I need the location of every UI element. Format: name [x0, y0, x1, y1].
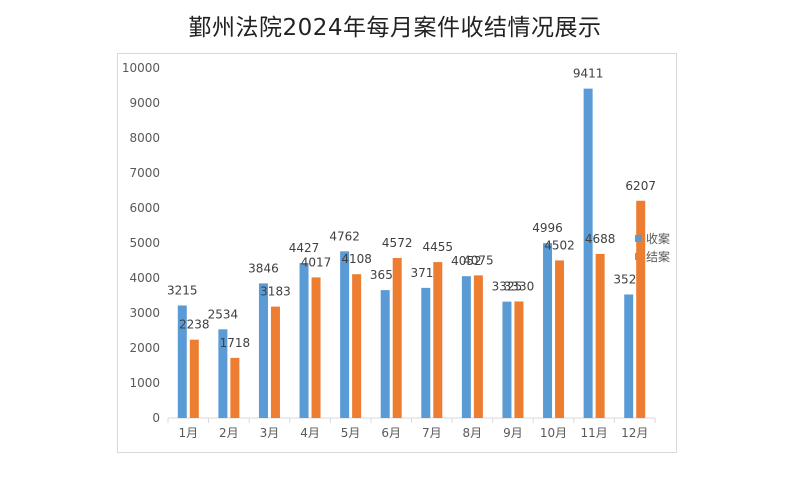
- bar-closed: [392, 257, 402, 418]
- legend-label: 收案: [646, 231, 670, 246]
- x-tick-label: 9月: [503, 426, 523, 440]
- data-label-received: 4052: [451, 254, 482, 268]
- data-label-closed: 4017: [301, 255, 332, 269]
- y-tick-label: 0: [152, 411, 160, 425]
- data-label-received: 3846: [248, 261, 279, 275]
- x-tick-label: 4月: [300, 426, 320, 440]
- x-tick-label: 6月: [381, 426, 401, 440]
- data-label-received: 4427: [289, 241, 320, 255]
- x-tick-label: 7月: [422, 426, 442, 440]
- x-tick-label: 12月: [621, 426, 648, 440]
- x-tick-label: 2月: [219, 426, 239, 440]
- x-tick-label: 10月: [540, 426, 567, 440]
- bar-closed: [473, 275, 483, 418]
- bar-received: [299, 263, 309, 418]
- data-label-closed: 2238: [179, 318, 210, 332]
- bar-closed: [555, 260, 565, 418]
- y-tick-label: 2000: [129, 341, 160, 355]
- bar-received: [461, 276, 471, 418]
- y-tick-label: 1000: [129, 376, 160, 390]
- data-label-closed: 4108: [341, 252, 372, 266]
- bar-closed: [636, 200, 646, 418]
- bar-closed: [352, 274, 362, 418]
- bar-closed: [230, 357, 240, 418]
- bar-closed: [311, 277, 321, 418]
- data-label-closed: 1718: [220, 336, 251, 350]
- bar-received: [340, 251, 350, 418]
- bar-closed: [189, 339, 199, 418]
- data-label-closed: 6207: [625, 179, 656, 193]
- y-tick-label: 4000: [129, 271, 160, 285]
- y-tick-label: 9000: [129, 96, 160, 110]
- y-tick-label: 7000: [129, 166, 160, 180]
- legend-swatch: [635, 253, 642, 260]
- y-tick-label: 10000: [122, 61, 160, 75]
- chart-title: 鄞州法院2024年每月案件收结情况展示: [188, 15, 602, 41]
- bar-received: [624, 294, 634, 418]
- bar-received: [218, 329, 228, 418]
- y-tick-label: 6000: [129, 201, 160, 215]
- data-label-received: 4996: [532, 221, 563, 235]
- y-tick-label: 5000: [129, 236, 160, 250]
- y-tick-label: 8000: [129, 131, 160, 145]
- x-tick-label: 5月: [341, 426, 361, 440]
- chart-area-frame: [117, 53, 677, 453]
- data-label-closed: 4572: [382, 236, 413, 250]
- bar-closed: [595, 253, 605, 418]
- x-tick-label: 1月: [178, 426, 198, 440]
- data-label-closed: 3330: [504, 279, 535, 293]
- data-label-closed: 4075: [463, 253, 494, 267]
- data-label-closed: 4502: [544, 238, 575, 252]
- data-label-closed: 4688: [585, 232, 616, 246]
- x-tick-label: 3月: [260, 426, 280, 440]
- bar-received: [583, 88, 593, 419]
- legend-swatch: [635, 235, 642, 242]
- bar-received: [380, 290, 390, 418]
- x-tick-label: 8月: [463, 426, 483, 440]
- data-label-received: 3215: [167, 283, 198, 297]
- data-label-closed: 4455: [423, 240, 454, 254]
- y-tick-label: 3000: [129, 306, 160, 320]
- legend-label: 结案: [646, 249, 670, 264]
- bar-received: [177, 305, 187, 418]
- data-label-received: 3325: [492, 280, 523, 294]
- data-label-received: 2534: [208, 307, 239, 321]
- data-label-closed: 3183: [260, 285, 291, 299]
- bar-received: [502, 301, 512, 418]
- data-label-received: 4762: [329, 229, 360, 243]
- x-tick-label: 11月: [580, 426, 607, 440]
- data-label-received: 9411: [573, 67, 604, 81]
- bar-received: [543, 243, 553, 418]
- bar-closed: [433, 262, 443, 418]
- bar-received: [258, 283, 268, 418]
- bar-closed: [514, 301, 524, 418]
- bar-closed: [270, 306, 280, 418]
- bar-received: [421, 287, 431, 418]
